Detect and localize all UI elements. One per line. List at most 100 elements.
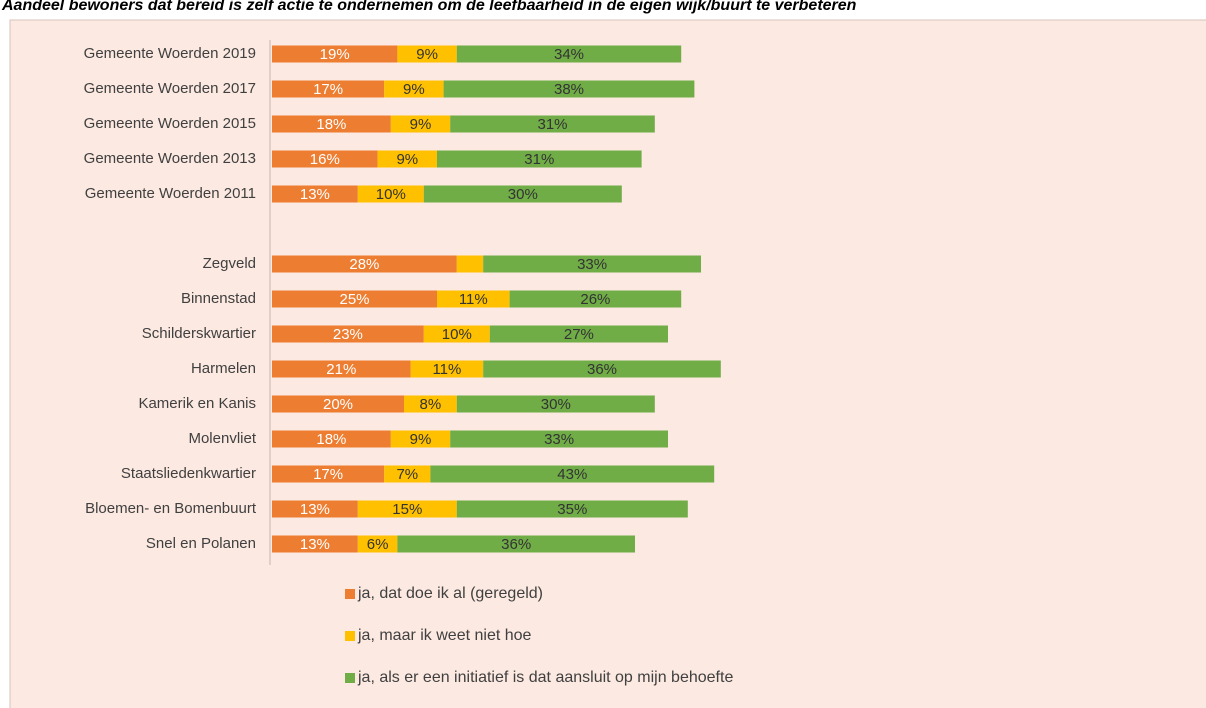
bar-segment: [483, 255, 701, 273]
data-label: 11%: [459, 291, 488, 308]
bar-segment: [509, 290, 682, 308]
data-label: 9%: [403, 81, 425, 98]
y-tick-label: Staatsliedenkwartier: [121, 465, 256, 482]
y-tick-label: Gemeente Woerden 2011: [85, 185, 256, 202]
bar-segment: [272, 185, 358, 203]
y-tick-label: Kamerik en Kanis: [138, 395, 256, 412]
bar-segment: [456, 500, 688, 518]
data-label: 8%: [420, 396, 442, 413]
legend-label: ja, maar ik weet niet hoe: [357, 627, 532, 644]
legend-swatch: [345, 589, 355, 599]
legend-label: ja, als er een initiatief is dat aanslui…: [357, 669, 733, 686]
data-label: 33%: [544, 431, 574, 448]
data-label: 10%: [442, 326, 472, 343]
bar-segment: [357, 535, 398, 553]
data-label: 11%: [432, 361, 461, 378]
data-label: 28%: [349, 256, 379, 273]
bar-segment: [390, 430, 451, 448]
data-label: 36%: [501, 536, 531, 553]
bar-segment: [272, 360, 411, 378]
bar-segment: [272, 535, 358, 553]
data-label: 34%: [554, 46, 584, 63]
y-tick-label: Gemeente Woerden 2015: [84, 115, 256, 132]
data-label: 15%: [392, 501, 422, 518]
data-label: 9%: [416, 46, 438, 63]
legend-swatch: [345, 631, 355, 641]
bar-segment: [272, 395, 404, 413]
data-label: 13%: [300, 186, 330, 203]
data-label: 17%: [313, 81, 343, 98]
bar-segment: [483, 360, 721, 378]
data-label: 30%: [541, 396, 571, 413]
y-tick-label: Gemeente Woerden 2017: [84, 80, 256, 97]
bar-segment: [272, 115, 391, 133]
data-label: 16%: [310, 151, 340, 168]
data-label: 17%: [313, 466, 343, 483]
legend-swatch: [345, 673, 355, 683]
y-tick-label: Gemeente Woerden 2019: [84, 45, 256, 62]
bar-segment: [397, 45, 457, 63]
data-label: 13%: [300, 501, 330, 518]
bar-segment: [443, 80, 695, 98]
bar-segment: [272, 465, 385, 483]
bar-segment: [384, 80, 444, 98]
data-label: 20%: [323, 396, 353, 413]
bar-segment: [423, 185, 622, 203]
data-label: 23%: [333, 326, 363, 343]
data-label: 26%: [580, 291, 610, 308]
y-tick-label: Gemeente Woerden 2013: [84, 150, 256, 167]
y-tick-label: Harmelen: [191, 360, 256, 377]
data-label: 35%: [557, 501, 587, 518]
y-tick-label: Bloemen- en Bomenbuurt: [85, 500, 257, 517]
y-tick-label: Schilderskwartier: [142, 325, 256, 342]
data-label: 9%: [410, 116, 432, 133]
data-label: 19%: [320, 46, 350, 63]
bar-segment: [272, 255, 457, 273]
bar-segment: [272, 80, 385, 98]
data-label: 36%: [587, 361, 617, 378]
bar-segment: [357, 500, 457, 518]
bar-segment: [437, 290, 510, 308]
bar-segment: [456, 395, 655, 413]
bar-segment: [450, 430, 668, 448]
data-label: 6%: [367, 536, 389, 553]
bar-segment: [397, 535, 635, 553]
bar-segment: [272, 430, 391, 448]
bar-segment: [390, 115, 451, 133]
data-label: 31%: [537, 116, 567, 133]
bar-segment: [384, 465, 431, 483]
data-label: 9%: [396, 151, 418, 168]
bar-segment: [272, 150, 378, 168]
data-label: 13%: [300, 536, 330, 553]
data-label: 25%: [339, 291, 369, 308]
bar-segment: [489, 325, 668, 343]
bar-segment: [377, 150, 437, 168]
data-label: 38%: [554, 81, 584, 98]
bar-segment: [272, 45, 398, 63]
legend-label: ja, dat doe ik al (geregeld): [357, 585, 543, 602]
bar-segment: [272, 325, 424, 343]
bar-segment: [456, 45, 682, 63]
data-label: 10%: [376, 186, 406, 203]
bar-segment: [404, 395, 457, 413]
data-label: 31%: [524, 151, 554, 168]
bar-segment: [456, 255, 484, 273]
bar-segment: [450, 115, 655, 133]
bar-segment: [437, 150, 642, 168]
y-tick-label: Snel en Polanen: [146, 535, 256, 552]
bar-segment: [423, 325, 490, 343]
data-label: 43%: [557, 466, 587, 483]
y-tick-label: Binnenstad: [181, 290, 256, 307]
data-label: 18%: [316, 431, 346, 448]
data-label: 18%: [316, 116, 346, 133]
data-label: 30%: [508, 186, 538, 203]
data-label: 33%: [577, 256, 607, 273]
chart-title: Aandeel bewoners dat bereid is zelf acti…: [1, 0, 857, 14]
data-label: 27%: [564, 326, 594, 343]
bar-segment: [410, 360, 484, 378]
y-tick-label: Molenvliet: [188, 430, 256, 447]
data-label: 7%: [396, 466, 418, 483]
bar-segment: [272, 500, 358, 518]
bar-segment: [430, 465, 715, 483]
